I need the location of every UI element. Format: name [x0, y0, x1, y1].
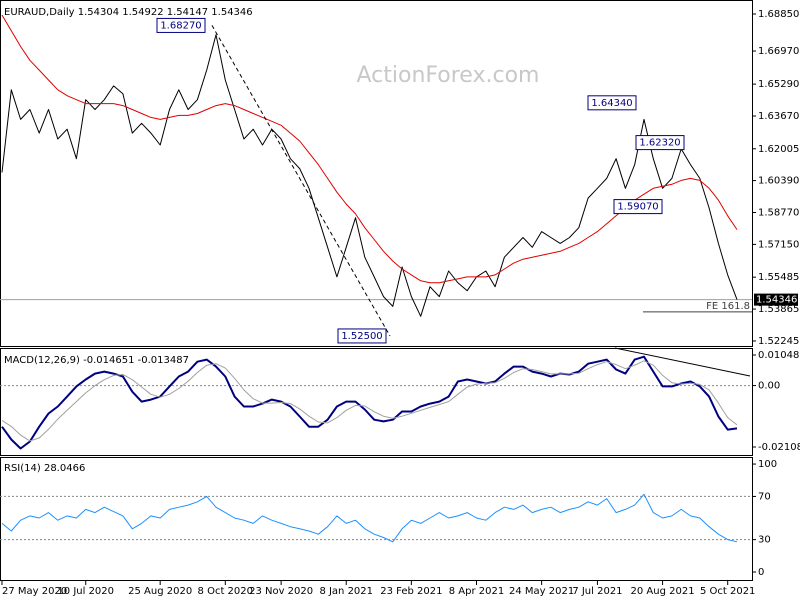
y-tick-label: 1.58770	[758, 207, 799, 218]
panel-title: MACD(12,26,9) -0.014651 -0.013487	[4, 355, 189, 366]
x-tick-label: 23 Feb 2021	[380, 586, 442, 597]
x-tick-label: 24 May 2021	[509, 586, 574, 597]
rsi-panel	[0, 457, 753, 581]
price-label-box	[635, 135, 685, 151]
series-line	[1, 34, 738, 317]
watermark: ActionForex.com	[357, 63, 540, 88]
current-price-label: 1.54346	[756, 295, 797, 306]
price-label: 1.64340	[591, 98, 632, 109]
x-tick-label: 8 Oct 2020	[198, 586, 253, 597]
y-tick-label: 1.52245	[758, 336, 799, 347]
y-tick-label: 1.62005	[758, 144, 799, 155]
price-label: 1.62320	[639, 138, 680, 149]
macd-panel	[0, 348, 753, 456]
current-price-box	[754, 293, 798, 306]
x-tick-label: 8 Jan 2021	[319, 586, 373, 597]
price-label-box	[587, 95, 637, 111]
y-tick-label: 1.53865	[758, 304, 799, 315]
x-tick-label: 7 Jul 2021	[572, 586, 622, 597]
price-label: 1.52500	[341, 331, 382, 342]
series-line	[1, 355, 738, 450]
y-tick-label: 0.010489	[758, 350, 800, 361]
x-tick-label: 23 Nov 2020	[249, 586, 313, 597]
series-line	[1, 360, 738, 442]
panel-title: RSI(14) 28.0466	[4, 463, 85, 474]
x-tick-label: 25 Aug 2020	[128, 586, 192, 597]
x-tick-label: 10 Jul 2020	[57, 586, 114, 597]
y-tick-label: 1.66970	[758, 46, 799, 57]
y-tick-label: 1.60390	[758, 176, 799, 187]
y-tick-label: 1.55485	[758, 272, 799, 283]
price-label: 1.68270	[160, 20, 201, 31]
y-tick-label: 30	[758, 535, 771, 546]
y-tick-label: 1.63670	[758, 111, 799, 122]
price-label-box	[337, 328, 387, 344]
x-tick-label: 8 Apr 2021	[449, 586, 504, 597]
price-label: 1.59070	[617, 202, 658, 213]
y-tick-label: 1.57150	[758, 239, 799, 250]
y-tick-label: -0.021083	[758, 442, 800, 453]
panel-title: EURAUD,Daily 1.54304 1.54922 1.54147 1.5…	[4, 7, 253, 18]
y-tick-label: 70	[758, 491, 771, 502]
price-label-box	[613, 199, 663, 215]
y-tick-label: 0	[758, 567, 764, 578]
y-tick-label: 1.68850	[758, 9, 799, 20]
fib-label: FE 161.8	[706, 301, 750, 312]
price-label-box	[156, 17, 206, 33]
x-tick-label: 27 May 2020	[2, 586, 67, 597]
trend-line	[211, 25, 391, 337]
divergence-line	[614, 347, 751, 377]
y-tick-label: 1.65290	[758, 79, 799, 90]
y-tick-label: 0.00	[758, 381, 780, 392]
x-tick-label: 20 Aug 2021	[631, 586, 695, 597]
x-tick-label: 5 Oct 2021	[700, 586, 755, 597]
series-line	[1, 493, 738, 543]
y-tick-label: 100	[758, 459, 777, 470]
series-line	[1, 14, 738, 284]
price-panel	[0, 0, 753, 347]
